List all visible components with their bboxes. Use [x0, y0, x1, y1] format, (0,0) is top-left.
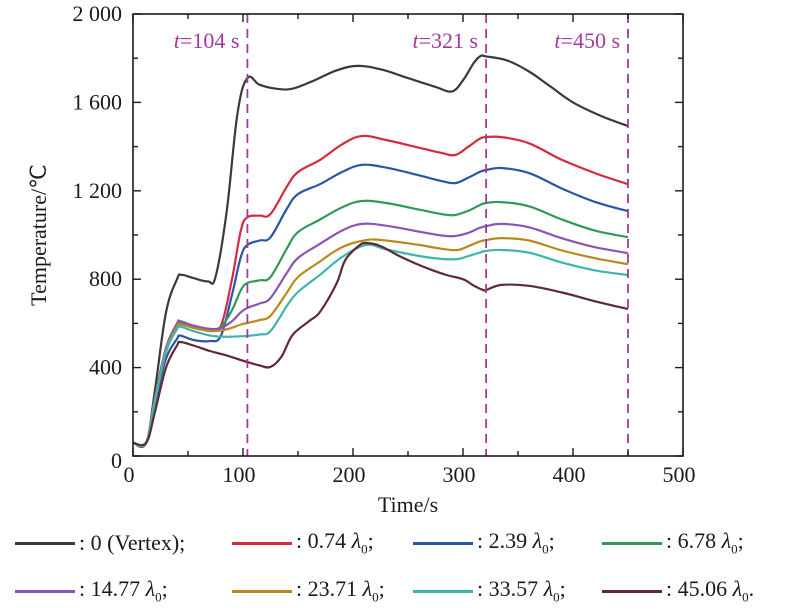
annotation-layer: t=104 s t=321 s t=450 s	[174, 14, 629, 456]
plot-frame	[132, 13, 684, 457]
legend-swatch	[15, 589, 75, 593]
legend-label: : 14.77 λ0;	[79, 576, 168, 605]
series-layer	[132, 54, 629, 449]
x-tick-label: 300	[443, 462, 476, 487]
legend-item-0: : 0 (Vertex);	[15, 530, 186, 555]
x-axis-title: Time/s	[378, 492, 438, 517]
y-tick-label: 800	[89, 266, 122, 291]
legend-swatch	[232, 589, 292, 593]
y-tick-label: 2 000	[73, 1, 123, 26]
legend-swatch	[413, 541, 473, 545]
annotation-label-0: t=104 s	[174, 28, 240, 53]
legend-swatch	[602, 541, 662, 545]
legend-label: : 0 (Vertex);	[79, 530, 186, 555]
legend-swatch	[15, 541, 75, 545]
x-tick-label: 200	[333, 462, 366, 487]
legend-label: : 0.74 λ0;	[296, 528, 374, 557]
x-tick-label: 400	[553, 462, 586, 487]
series-line-7	[132, 241, 629, 447]
legend-label: : 23.71 λ0;	[296, 576, 385, 605]
legend-label: : 45.06 λ0.	[666, 576, 755, 605]
y-tick-label: 1 600	[73, 89, 123, 114]
axes-layer: 0 100 200 300 400 500 0 400 800 1 200 1 600 2 000	[73, 1, 696, 487]
legend-label: : 2.39 λ0;	[477, 528, 555, 557]
legend-item-1: : 0.74 λ0;	[232, 528, 374, 557]
annotation-label-2: t=450 s	[554, 28, 620, 53]
legend-item-4: : 14.77 λ0;	[15, 576, 168, 605]
y-axis-title: Temperature/℃	[26, 164, 51, 306]
legend: : 0 (Vertex); : 0.74 λ0; : 2.39 λ0; : 6.78 …	[0, 522, 800, 610]
series-line-0	[132, 54, 629, 449]
legend-item-5: : 23.71 λ0;	[232, 576, 385, 605]
temperature-chart: t=104 s t=321 s t=450 s 0 100 200 300 400 500 0 4…	[26, 1, 696, 517]
annotation-label-1: t=321 s	[413, 28, 479, 53]
legend-item-3: : 6.78 λ0;	[602, 528, 744, 557]
legend-swatch	[232, 541, 292, 545]
series-line-3	[132, 199, 629, 448]
legend-swatch	[602, 589, 662, 593]
x-tick-label: 0	[124, 462, 135, 487]
legend-item-2: : 2.39 λ0;	[413, 528, 555, 557]
x-tick-label: 100	[223, 462, 256, 487]
legend-label: : 33.57 λ0;	[477, 576, 566, 605]
y-tick-label: 0	[111, 448, 122, 473]
series-line-6	[132, 243, 629, 448]
y-tick-label: 1 200	[73, 178, 123, 203]
legend-item-6: : 33.57 λ0;	[413, 576, 566, 605]
legend-item-7: : 45.06 λ0.	[602, 576, 755, 605]
legend-swatch	[413, 589, 473, 593]
x-tick-label: 500	[663, 462, 696, 487]
y-tick-label: 400	[89, 355, 122, 380]
legend-label: : 6.78 λ0;	[666, 528, 744, 557]
series-line-2	[132, 163, 629, 447]
